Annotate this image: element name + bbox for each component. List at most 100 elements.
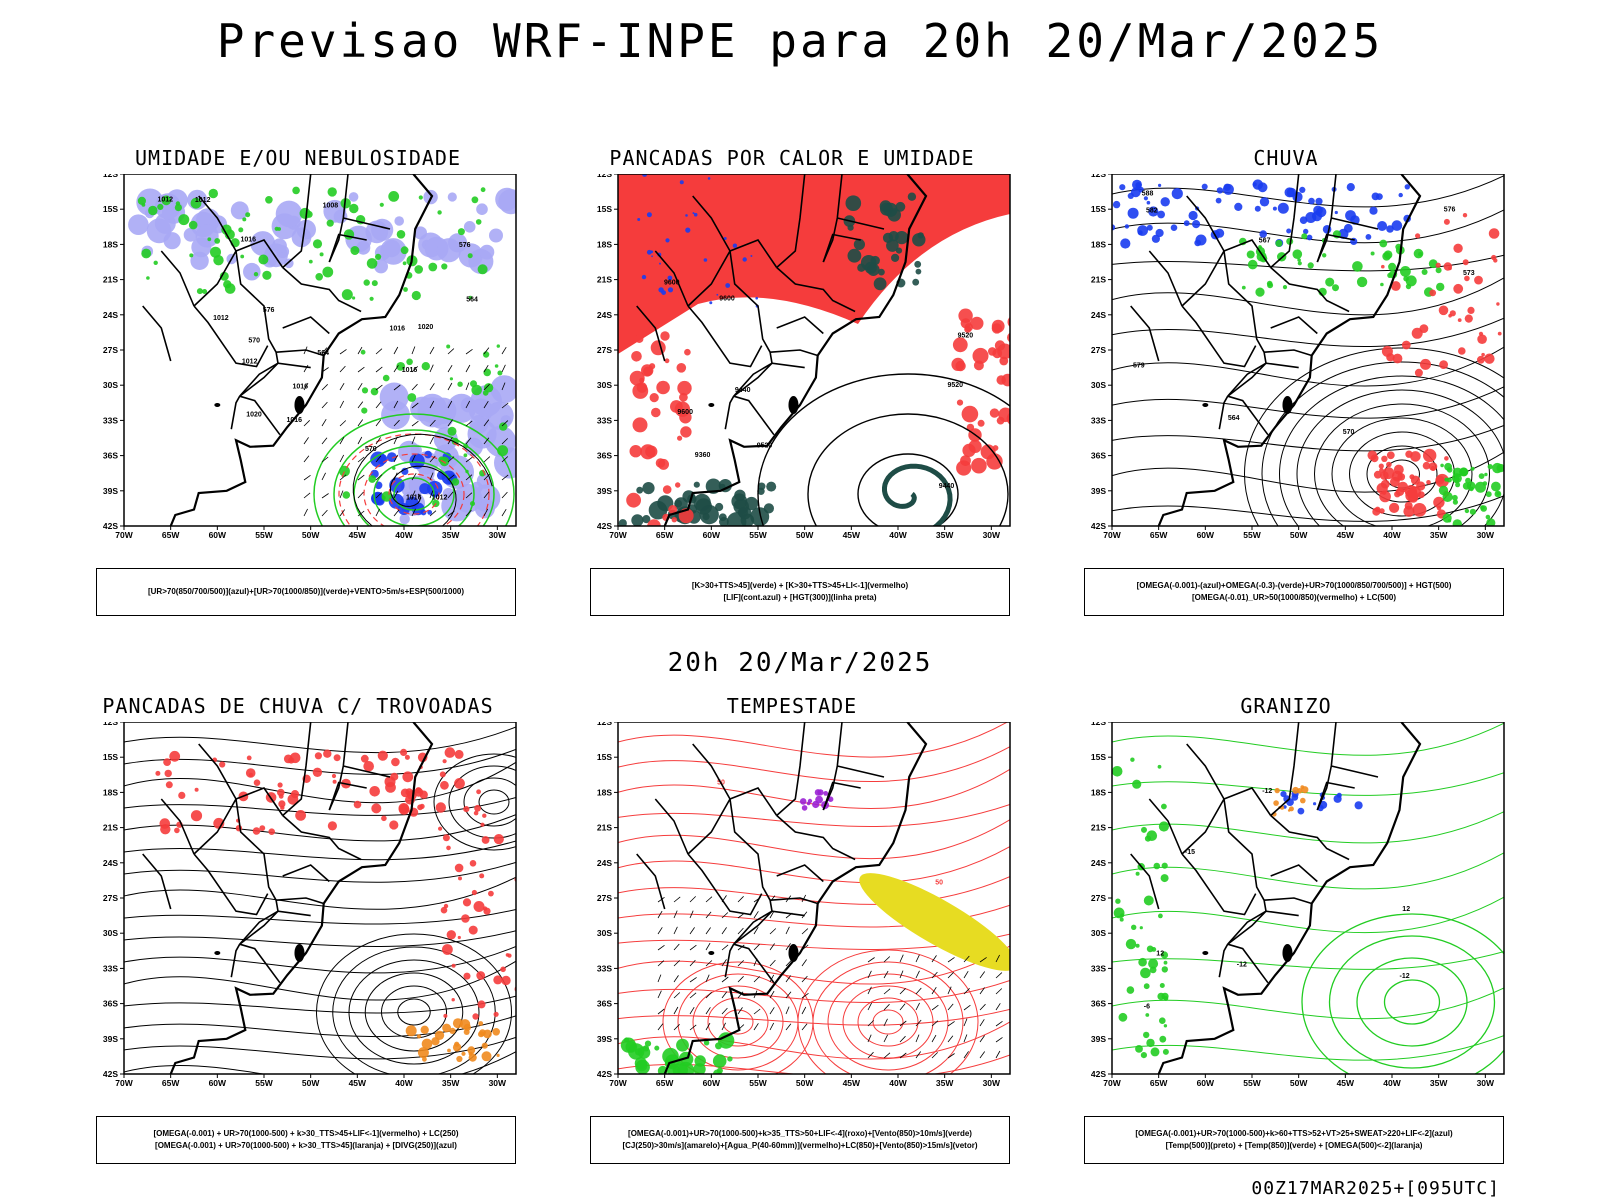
wind-vector — [995, 988, 1003, 995]
legend-box: [OMEGA(-0.001) + UR>70(1000-500) + k>30_… — [96, 1116, 516, 1164]
omega-area — [1381, 264, 1385, 269]
humidity-blob — [495, 187, 516, 211]
lat-label: 42S — [1091, 1069, 1106, 1079]
border-line — [770, 349, 818, 357]
lon-label: 65W — [656, 530, 674, 540]
omega-area — [1412, 503, 1427, 517]
omega-area — [1455, 482, 1461, 488]
omega-area — [1457, 318, 1462, 322]
streamline — [618, 846, 1010, 884]
wind-vector — [411, 346, 416, 355]
temperature-contour — [1162, 1048, 1169, 1055]
humidity-contour — [396, 230, 406, 239]
wind-vector — [915, 1051, 922, 1059]
temperature-contour — [1146, 830, 1158, 841]
temperature-contour — [1328, 935, 1496, 1069]
wind-vector — [721, 1007, 728, 1015]
omega-area — [1313, 205, 1323, 216]
wind-vector — [689, 977, 697, 983]
wind-area — [703, 1040, 710, 1046]
lake — [214, 403, 221, 407]
lon-label: 60W — [703, 530, 721, 540]
wind-vector — [899, 1035, 906, 1043]
contour-label: 1016 — [402, 367, 418, 374]
lon-label: 60W — [209, 530, 227, 540]
contour-label: 1012 — [213, 315, 229, 322]
wind-vector — [321, 437, 328, 445]
thunderstorm-area — [385, 782, 396, 793]
thunderstorm-area — [421, 1038, 433, 1050]
contour-label: 570 — [365, 446, 377, 453]
convection-area — [853, 238, 865, 250]
wind-vector — [657, 927, 663, 935]
omega-area — [1356, 276, 1368, 288]
thunderstorm-area — [190, 810, 203, 822]
lat-label: 15S — [1091, 752, 1106, 762]
lat-label: 27S — [597, 893, 612, 903]
wind-vector — [705, 1007, 711, 1015]
thunderstorm-area — [481, 1051, 492, 1062]
legend-box: [OMEGA(-0.001)-(azul)+OMEGA(-0.3)-(verde… — [1084, 568, 1504, 616]
convection-area — [961, 405, 979, 423]
lake — [214, 951, 221, 955]
humidity-contour — [157, 203, 164, 210]
humidity-contour — [496, 344, 500, 348]
hail-area — [1297, 807, 1305, 815]
wind-area — [635, 1048, 643, 1056]
wind-vector — [785, 1023, 792, 1031]
omega-area — [1484, 353, 1495, 364]
thunderstorm-area — [452, 1018, 463, 1029]
lon-label: 60W — [703, 1078, 721, 1088]
convection-area — [966, 423, 975, 432]
omega-area — [1157, 210, 1165, 219]
humidity-blob — [436, 238, 461, 263]
wind-vector — [915, 954, 920, 963]
omega-area — [1478, 473, 1485, 479]
border-line — [1181, 250, 1225, 307]
omega-area — [1382, 467, 1395, 480]
lat-label: 33S — [597, 415, 612, 425]
contour-label: 567 — [1259, 237, 1271, 244]
convection-area — [973, 360, 984, 371]
thunderstorm-area — [493, 975, 503, 985]
convection-area — [658, 458, 669, 470]
thunderstorm-area — [472, 1013, 479, 1020]
humidity-blob — [275, 200, 303, 228]
map-background — [618, 722, 1010, 1074]
contour-label: 576 — [459, 242, 471, 249]
omega-area — [1371, 192, 1380, 201]
map-frame — [1111, 722, 1505, 1075]
wind-vector — [657, 944, 665, 951]
wind-vector — [673, 1024, 680, 1031]
lat-label: 27S — [1091, 345, 1106, 355]
wind-vector — [883, 988, 891, 995]
contour-label: 564 — [466, 296, 478, 303]
contour-label: -12 — [1262, 788, 1272, 795]
thunderstorm-area — [463, 806, 470, 813]
temperature-contour — [1115, 898, 1121, 904]
humidity-contour — [400, 246, 409, 255]
wind-vector — [375, 455, 382, 463]
thunderstorm-area — [389, 820, 399, 830]
thunderstorm-area — [447, 1048, 451, 1053]
omega-area — [1392, 353, 1403, 364]
humidity-blob — [348, 192, 359, 202]
omega-area — [1383, 250, 1393, 259]
border-line — [239, 943, 281, 984]
wind-vector — [673, 910, 678, 919]
humidity-blob — [379, 382, 409, 412]
border-line — [239, 910, 311, 945]
border-line — [328, 174, 349, 263]
lat-label: 30S — [103, 380, 118, 390]
wind-vector — [339, 509, 346, 517]
humidity-contour — [494, 364, 499, 368]
temperature-contour — [1157, 764, 1162, 769]
map-background — [1112, 722, 1504, 1074]
temperature-contour — [1151, 947, 1157, 952]
humidity-contour — [352, 296, 356, 300]
temperature-contour — [1112, 987, 1504, 1020]
lon-label: 70W — [115, 530, 133, 540]
omega-area — [1372, 507, 1381, 516]
border-line — [160, 250, 195, 307]
